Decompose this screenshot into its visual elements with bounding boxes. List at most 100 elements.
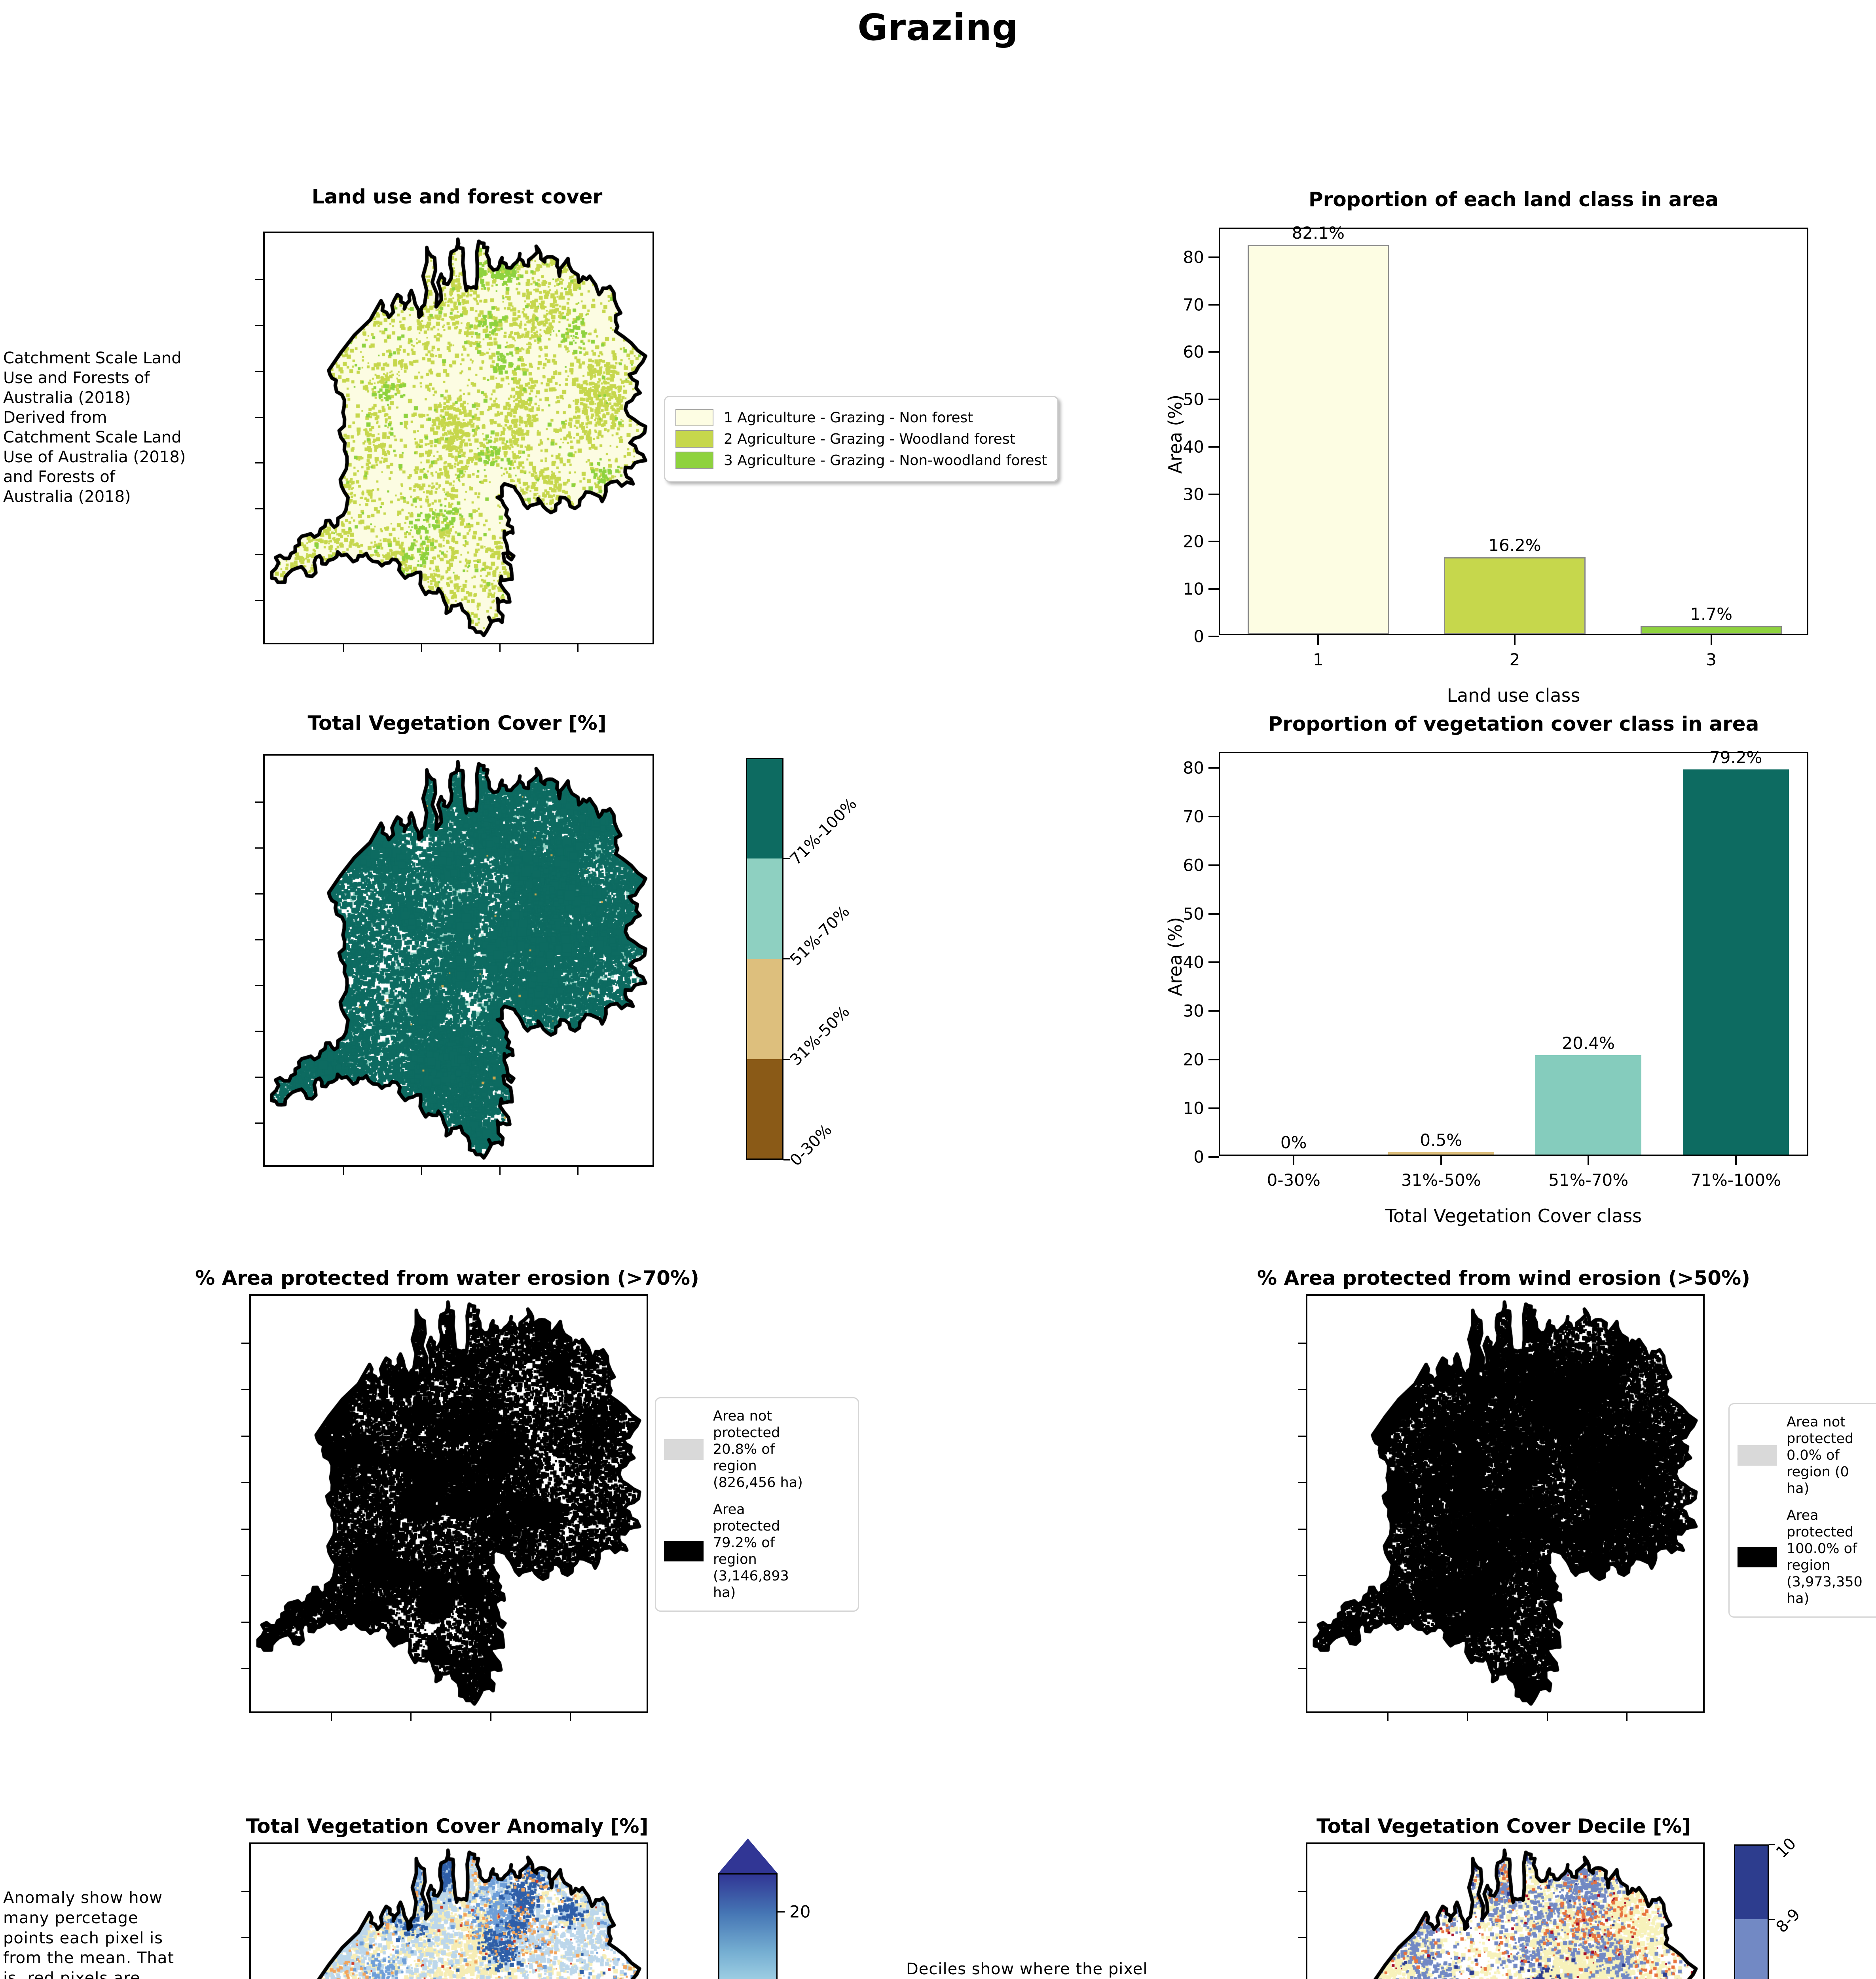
colorbar-tick (1769, 1844, 1775, 1845)
wind-map-title: % Area protected from wind erosion (>50%… (1257, 1267, 1751, 1290)
bar-value-label: 1.7% (1690, 604, 1733, 624)
y-tick-label: 0 (1193, 1147, 1204, 1167)
landclass-xlabel: Land use class (1447, 685, 1580, 706)
axis-tick (499, 644, 501, 652)
y-tick (1208, 541, 1219, 543)
x-tick (1293, 1156, 1295, 1165)
colorbar-gradient (718, 1873, 778, 1979)
wind-erosion-map-canvas (1307, 1296, 1703, 1711)
x-tick-label: 71%-100% (1690, 1170, 1781, 1190)
decile-map-title: Total Vegetation Cover Decile [%] (1316, 1815, 1691, 1838)
bar (1640, 626, 1782, 634)
legend-entry: Area protected 79.2% of region (3,146,89… (664, 1501, 850, 1601)
colorbar-segment (1734, 1844, 1769, 1920)
axis-tick (241, 1529, 249, 1530)
decile-note: Deciles show where the pixel value lies … (906, 1960, 1148, 1978)
axis-tick (255, 600, 263, 601)
axis-tick (241, 1668, 249, 1669)
axis-tick (1467, 1713, 1468, 1721)
bar-value-label: 79.2% (1709, 747, 1762, 767)
legend-label: 1 Agriculture - Grazing - Non forest (724, 409, 973, 426)
axis-tick (1298, 1668, 1306, 1669)
axis-tick (1547, 1713, 1548, 1721)
vegclass-xlabel: Total Vegetation Cover class (1385, 1205, 1642, 1227)
water-erosion-map-canvas (251, 1296, 647, 1711)
not-protected-label: Area not protected 0.0% of region (0 ha) (1787, 1414, 1854, 1497)
landclass-chart: Proportion of each land class in area 0 1… (1165, 188, 1808, 706)
axis-tick (1298, 1575, 1306, 1576)
vegcover-colorbar: 71%-100% 51%-70% 31%-50% 0-30% (746, 758, 860, 1170)
water-erosion-map (241, 1294, 648, 1721)
axis-tick (1298, 1891, 1306, 1892)
y-tick (1208, 864, 1219, 866)
axis-tick (410, 1713, 412, 1721)
page-title: Grazing (857, 6, 1019, 49)
axis-tick (1298, 1622, 1306, 1623)
colorbar-tick (783, 1159, 790, 1160)
anomaly-map (241, 1842, 648, 1979)
bar-value-label: 0.5% (1420, 1130, 1462, 1150)
colorbar-tick-label: 20 (789, 1902, 811, 1922)
y-tick (1208, 767, 1219, 769)
y-tick-label: 80 (1183, 247, 1204, 267)
axis-tick (331, 1713, 332, 1721)
bar (1683, 769, 1789, 1155)
y-tick (1208, 1107, 1219, 1109)
protected-swatch (1738, 1547, 1777, 1567)
axis-tick (241, 1389, 249, 1390)
colorbar-label: 10 (1772, 1834, 1800, 1862)
y-tick-label: 50 (1183, 904, 1204, 924)
axis-tick (255, 279, 263, 280)
y-tick (1208, 1010, 1219, 1012)
vegcover-map-title: Total Vegetation Cover [%] (307, 712, 607, 735)
landuse-map-canvas (265, 233, 653, 643)
colorbar-tick (783, 1058, 790, 1060)
bar-value-label: 0% (1280, 1133, 1307, 1152)
axis-tick (255, 1122, 263, 1124)
y-tick-label: 70 (1183, 295, 1204, 315)
y-tick-label: 30 (1183, 1001, 1204, 1021)
x-tick (1514, 635, 1516, 645)
y-tick (1208, 1059, 1219, 1061)
axis-tick (241, 1575, 249, 1576)
colorbar-arrow-up (718, 1838, 778, 1873)
axis-tick (241, 1436, 249, 1437)
anomaly-map-canvas (251, 1844, 647, 1979)
anomaly-note: Anomaly show how many percetage points e… (3, 1889, 175, 1979)
landuse-caption: Catchment Scale Land Use and Forests of … (3, 349, 186, 506)
y-tick (1208, 446, 1219, 448)
vegcover-map (255, 754, 654, 1175)
decile-colorbar: 108-94-72-31 (1734, 1835, 1804, 1979)
x-tick-label: 0-30% (1267, 1170, 1320, 1190)
x-tick-label: 1 (1313, 650, 1324, 669)
x-tick (1710, 635, 1712, 645)
axis-tick (255, 554, 263, 555)
x-tick (1317, 635, 1319, 645)
y-tick (1208, 493, 1219, 495)
axis-tick (255, 893, 263, 895)
colorbar-label: 0-30% (786, 1121, 836, 1170)
landclass-ylabel: Area (%) (1165, 394, 1186, 474)
colorbar-tick (778, 1911, 785, 1913)
y-tick-label: 0 (1193, 627, 1204, 646)
bar-value-label: 20.4% (1562, 1033, 1615, 1053)
bar (1388, 1152, 1494, 1155)
decile-map-canvas (1307, 1844, 1703, 1979)
axis-tick (343, 644, 344, 652)
y-tick-label: 60 (1183, 342, 1204, 362)
vegclass-plot-area: 0 10 20 30 40 50 60 70 80 0% 0-30% 0.5% 31%-50% 20.4%… (1183, 748, 1808, 1190)
landclass-chart-title: Proportion of each land class in area (1309, 188, 1719, 211)
x-tick (1588, 1156, 1590, 1165)
axis-tick (255, 325, 263, 326)
vegclass-ylabel: Area (%) (1165, 917, 1186, 997)
colorbar-segment (746, 758, 783, 859)
y-tick-label: 60 (1183, 855, 1204, 875)
colorbar-label: 8-9 (1772, 1905, 1804, 1937)
colorbar-segment (1734, 1919, 1769, 1979)
colorbar-label: 51%-70% (786, 902, 854, 969)
y-tick-label: 20 (1183, 532, 1204, 551)
y-tick (1208, 913, 1219, 915)
y-tick-label: 80 (1183, 758, 1204, 778)
not-protected-swatch (664, 1439, 704, 1460)
legend-entry: 1 Agriculture - Grazing - Non forest (675, 409, 1047, 426)
